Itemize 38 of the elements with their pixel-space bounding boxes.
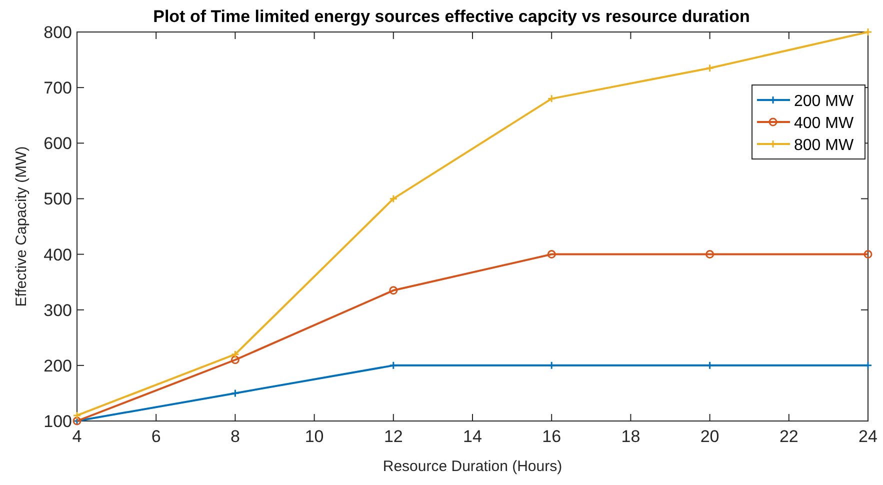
x-tick-label: 10 bbox=[304, 427, 324, 446]
point bbox=[230, 388, 240, 398]
legend-label: 800 MW bbox=[794, 137, 854, 154]
chart-title: Plot of Time limited energy sources effective capcity vs resource duration bbox=[153, 7, 750, 26]
y-tick-label: 300 bbox=[44, 300, 72, 320]
x-tick-label: 22 bbox=[779, 427, 798, 446]
y-tick-label: 100 bbox=[44, 412, 72, 431]
y-tick-label: 600 bbox=[44, 134, 72, 154]
point bbox=[706, 361, 714, 370]
x-tick-label: 20 bbox=[700, 427, 720, 446]
y-tick-label: 500 bbox=[44, 190, 72, 209]
y-tick-label: 800 bbox=[44, 23, 72, 42]
point bbox=[230, 350, 240, 359]
point bbox=[389, 361, 398, 370]
x-tick-label: 4 bbox=[72, 427, 82, 446]
point bbox=[389, 194, 398, 203]
point bbox=[706, 250, 714, 259]
point bbox=[547, 94, 556, 103]
x-axis-title: Resource Duration (Hours) bbox=[382, 458, 562, 475]
x-tick-label: 16 bbox=[542, 427, 562, 446]
point bbox=[547, 250, 556, 259]
x-tick-label: 24 bbox=[858, 427, 878, 446]
y-tick-label: 200 bbox=[44, 356, 72, 376]
legend-label: 400 MW bbox=[794, 115, 854, 132]
y-axis-title: Effective Capacity (MW) bbox=[13, 146, 30, 307]
point bbox=[706, 64, 714, 72]
point bbox=[864, 250, 872, 259]
x-tick-label: 12 bbox=[384, 427, 403, 446]
point bbox=[547, 361, 556, 370]
y-tick-label: 700 bbox=[44, 78, 72, 98]
x-tick-label: 18 bbox=[621, 427, 640, 446]
point bbox=[230, 356, 240, 364]
x-tick-label: 14 bbox=[463, 427, 482, 446]
y-tick-label: 400 bbox=[44, 245, 72, 264]
legend-label: 200 MW bbox=[794, 93, 854, 110]
point bbox=[389, 286, 398, 295]
x-tick-label: 6 bbox=[151, 427, 161, 446]
x-tick-label: 8 bbox=[230, 427, 240, 446]
